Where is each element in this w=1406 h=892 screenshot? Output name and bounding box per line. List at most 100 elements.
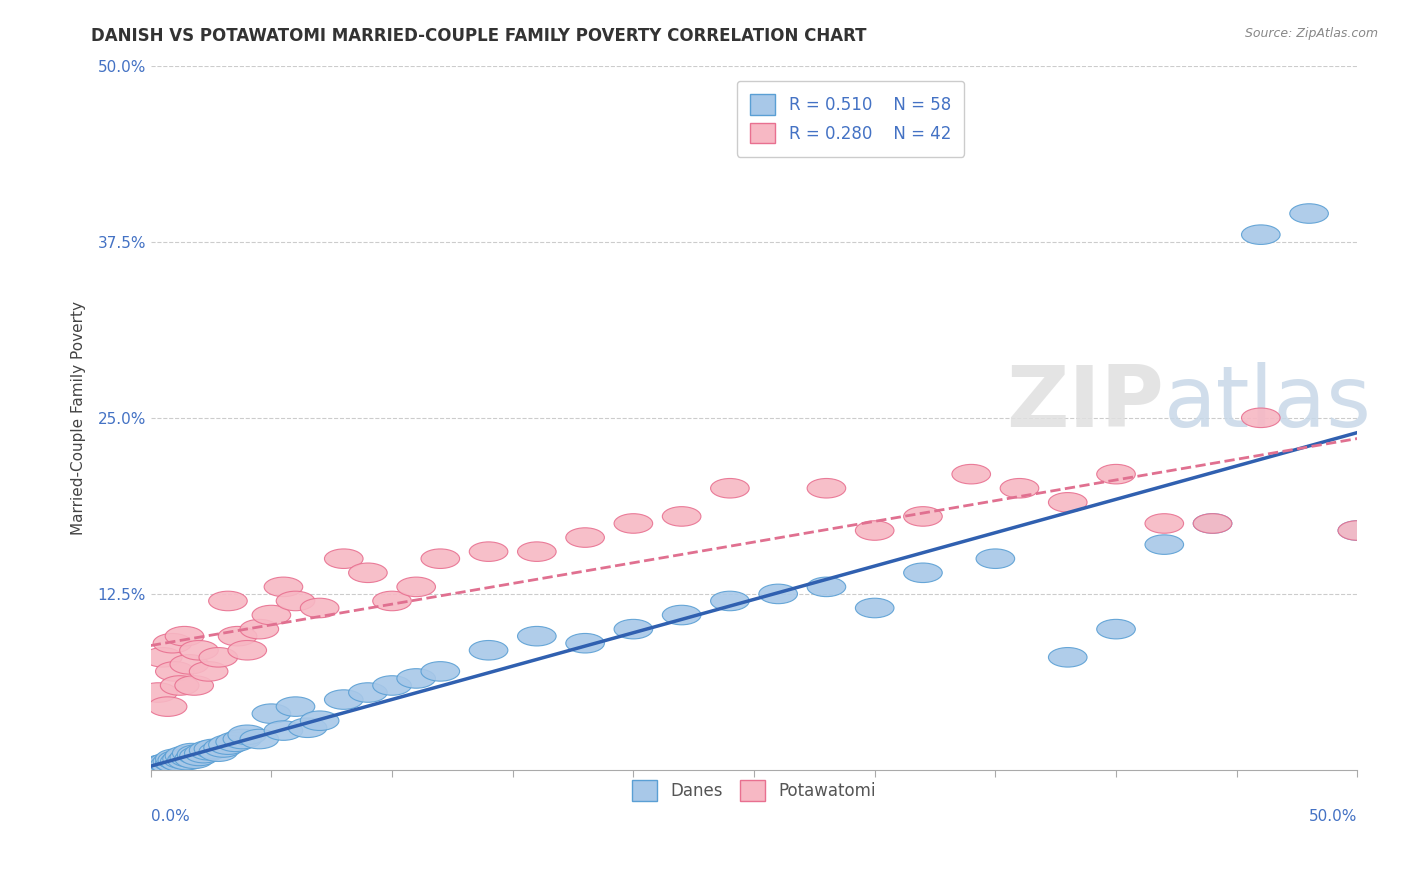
Ellipse shape <box>1000 478 1039 498</box>
Ellipse shape <box>156 662 194 681</box>
Ellipse shape <box>904 563 942 582</box>
Ellipse shape <box>180 640 218 660</box>
Ellipse shape <box>208 735 247 755</box>
Ellipse shape <box>1194 514 1232 533</box>
Ellipse shape <box>662 606 702 624</box>
Ellipse shape <box>710 478 749 498</box>
Ellipse shape <box>204 738 242 757</box>
Ellipse shape <box>240 619 278 639</box>
Ellipse shape <box>952 465 991 484</box>
Ellipse shape <box>156 753 194 772</box>
Ellipse shape <box>662 507 702 526</box>
Ellipse shape <box>1194 514 1232 533</box>
Ellipse shape <box>470 640 508 660</box>
Ellipse shape <box>264 577 302 597</box>
Ellipse shape <box>153 752 191 772</box>
Ellipse shape <box>170 747 208 767</box>
Ellipse shape <box>146 756 184 775</box>
Ellipse shape <box>160 752 200 772</box>
Ellipse shape <box>976 549 1015 568</box>
Ellipse shape <box>177 745 217 764</box>
Ellipse shape <box>217 732 254 752</box>
Ellipse shape <box>228 640 267 660</box>
Ellipse shape <box>565 633 605 653</box>
Ellipse shape <box>420 662 460 681</box>
Ellipse shape <box>301 711 339 731</box>
Ellipse shape <box>565 528 605 548</box>
Ellipse shape <box>1097 465 1135 484</box>
Ellipse shape <box>373 676 412 695</box>
Ellipse shape <box>517 541 557 561</box>
Ellipse shape <box>1097 619 1135 639</box>
Ellipse shape <box>396 669 436 689</box>
Text: 0.0%: 0.0% <box>150 809 190 824</box>
Ellipse shape <box>240 730 278 748</box>
Ellipse shape <box>156 749 194 769</box>
Ellipse shape <box>325 690 363 709</box>
Ellipse shape <box>165 626 204 646</box>
Ellipse shape <box>349 563 387 582</box>
Ellipse shape <box>224 730 262 748</box>
Text: Source: ZipAtlas.com: Source: ZipAtlas.com <box>1244 27 1378 40</box>
Ellipse shape <box>904 507 942 526</box>
Ellipse shape <box>190 662 228 681</box>
Ellipse shape <box>614 619 652 639</box>
Ellipse shape <box>167 750 207 770</box>
Ellipse shape <box>276 697 315 716</box>
Ellipse shape <box>143 648 183 667</box>
Ellipse shape <box>470 541 508 561</box>
Ellipse shape <box>1241 225 1279 244</box>
Ellipse shape <box>228 725 267 745</box>
Ellipse shape <box>148 697 187 716</box>
Ellipse shape <box>1144 514 1184 533</box>
Y-axis label: Married-Couple Family Poverty: Married-Couple Family Poverty <box>72 301 86 535</box>
Ellipse shape <box>194 739 233 759</box>
Ellipse shape <box>170 655 208 674</box>
Ellipse shape <box>174 749 214 769</box>
Ellipse shape <box>396 577 436 597</box>
Ellipse shape <box>184 743 224 763</box>
Ellipse shape <box>163 749 201 769</box>
Ellipse shape <box>288 718 326 738</box>
Ellipse shape <box>173 743 211 763</box>
Ellipse shape <box>1049 648 1087 667</box>
Ellipse shape <box>218 626 257 646</box>
Ellipse shape <box>1339 521 1376 541</box>
Text: ZIP: ZIP <box>1007 362 1164 445</box>
Ellipse shape <box>153 633 191 653</box>
Ellipse shape <box>141 756 180 775</box>
Ellipse shape <box>420 549 460 568</box>
Ellipse shape <box>759 584 797 604</box>
Ellipse shape <box>174 676 214 695</box>
Ellipse shape <box>807 478 846 498</box>
Ellipse shape <box>264 721 302 740</box>
Ellipse shape <box>150 755 190 774</box>
Ellipse shape <box>200 742 238 762</box>
Ellipse shape <box>143 755 183 774</box>
Ellipse shape <box>325 549 363 568</box>
Ellipse shape <box>710 591 749 611</box>
Ellipse shape <box>252 606 291 624</box>
Ellipse shape <box>148 753 187 772</box>
Ellipse shape <box>349 682 387 702</box>
Ellipse shape <box>200 648 238 667</box>
Ellipse shape <box>208 591 247 611</box>
Ellipse shape <box>1241 408 1279 427</box>
Ellipse shape <box>614 514 652 533</box>
Ellipse shape <box>160 676 200 695</box>
Ellipse shape <box>1289 203 1329 223</box>
Ellipse shape <box>1339 521 1376 541</box>
Ellipse shape <box>165 746 204 765</box>
Ellipse shape <box>139 756 177 775</box>
Ellipse shape <box>301 599 339 618</box>
Ellipse shape <box>190 740 228 760</box>
Ellipse shape <box>855 599 894 618</box>
Ellipse shape <box>373 591 412 611</box>
Ellipse shape <box>517 626 557 646</box>
Text: DANISH VS POTAWATOMI MARRIED-COUPLE FAMILY POVERTY CORRELATION CHART: DANISH VS POTAWATOMI MARRIED-COUPLE FAMI… <box>91 27 868 45</box>
Ellipse shape <box>136 757 174 777</box>
Text: atlas: atlas <box>1164 362 1372 445</box>
Ellipse shape <box>855 521 894 541</box>
Text: 50.0%: 50.0% <box>1309 809 1357 824</box>
Ellipse shape <box>276 591 315 611</box>
